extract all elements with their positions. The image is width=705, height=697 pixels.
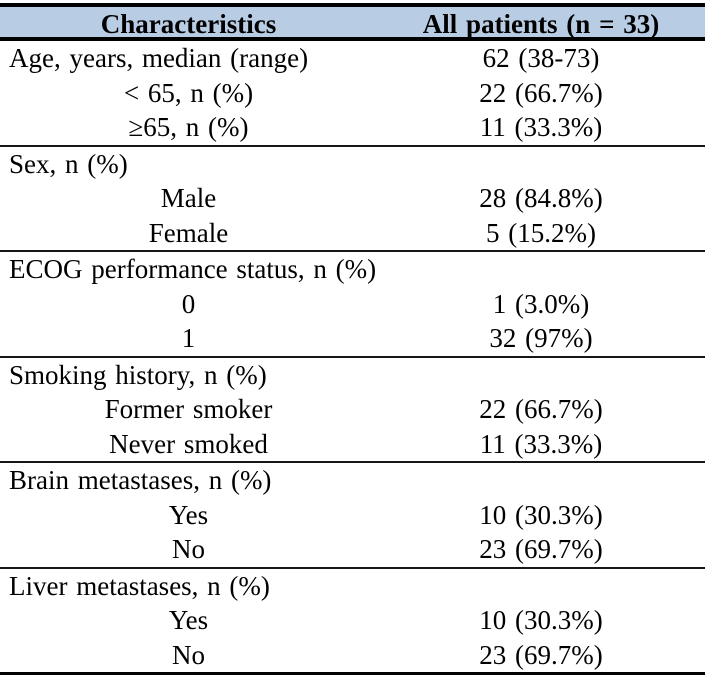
table-row: Age, years, median (range) 62 (38-73) [0, 41, 705, 76]
row-value: 28 (84.8%) [479, 183, 603, 213]
section-sex: Sex, n (%) Male 28 (84.8%) Female 5 (15.… [0, 147, 705, 252]
table-row: Never smoked 11 (33.3%) [0, 427, 705, 462]
section-liver-metastases: Liver metastases, n (%) Yes 10 (30.3%) N… [0, 569, 705, 675]
row-value: 11 (33.3%) [479, 112, 603, 142]
row-value: 5 (15.2%) [486, 217, 596, 248]
row-value [377, 252, 705, 287]
row-label: Smoking history, n (%) [9, 359, 267, 390]
table-row: No 23 (69.7%) [0, 638, 705, 673]
row-value: 1 (3.0%) [492, 288, 590, 319]
section-age: Age, years, median (range) 62 (38-73) < … [0, 41, 705, 147]
row-label: Male [160, 183, 217, 213]
table-row: 1 32 (97%) [0, 321, 705, 356]
row-label: Yes [168, 605, 209, 635]
row-value: 32 (97%) [489, 323, 593, 353]
row-label: Liver metastases, n (%) [9, 570, 270, 601]
section-ecog: ECOG performance status, n (%) 0 1 (3.0%… [0, 252, 705, 358]
patient-characteristics-table: Characteristics All patients (n = 33) Ag… [0, 3, 705, 675]
table-row: ≥65, n (%) 11 (33.3%) [0, 110, 705, 145]
table-row: Male 28 (84.8%) [0, 181, 705, 216]
row-label: ECOG performance status, n (%) [9, 254, 377, 284]
row-value: 62 (38-73) [482, 43, 600, 73]
table-row: Former smoker 22 (66.7%) [0, 392, 705, 427]
row-label: No [172, 639, 205, 670]
row-label: < 65, n (%) [123, 77, 254, 108]
section-smoking: Smoking history, n (%) Former smoker 22 … [0, 358, 705, 463]
row-value: 22 (66.7%) [479, 394, 603, 424]
table-row: Smoking history, n (%) [0, 358, 705, 393]
column-header-all-patients: All patients (n = 33) [422, 9, 660, 39]
table-row: Female 5 (15.2%) [0, 216, 705, 251]
row-value: 10 (30.3%) [479, 605, 603, 635]
section-brain-metastases: Brain metastases, n (%) Yes 10 (30.3%) N… [0, 463, 705, 569]
table-row: 0 1 (3.0%) [0, 287, 705, 322]
table-row: < 65, n (%) 22 (66.7%) [0, 76, 705, 111]
row-label: ≥65, n (%) [128, 112, 249, 142]
row-label: Female [148, 217, 229, 248]
table-row: ECOG performance status, n (%) [0, 252, 705, 287]
table-row: Yes 10 (30.3%) [0, 603, 705, 638]
row-label: Yes [168, 499, 209, 530]
row-label: Brain metastases, n (%) [9, 465, 272, 495]
row-label: Never smoked [109, 428, 268, 459]
row-value: 11 (33.3%) [479, 428, 603, 459]
table-row: Sex, n (%) [0, 147, 705, 182]
row-value: 22 (66.7%) [479, 77, 603, 108]
row-label: Age, years, median (range) [9, 43, 309, 73]
row-value: 23 (69.7%) [479, 639, 603, 670]
table-row: Brain metastases, n (%) [0, 463, 705, 498]
table-top-rule [0, 3, 705, 7]
row-value: 23 (69.7%) [479, 534, 603, 564]
row-value [377, 147, 705, 182]
table-row: Liver metastases, n (%) [0, 569, 705, 604]
row-label: Sex, n (%) [9, 148, 128, 179]
row-label: 0 [181, 288, 196, 319]
row-label: No [172, 534, 205, 564]
row-value [377, 358, 705, 393]
row-label: Former smoker [104, 394, 273, 424]
row-value: 10 (30.3%) [479, 499, 603, 530]
column-header-characteristics: Characteristics [100, 9, 277, 39]
table-row: No 23 (69.7%) [0, 532, 705, 567]
row-value [377, 463, 705, 498]
table-row: Yes 10 (30.3%) [0, 498, 705, 533]
row-label: 1 [181, 323, 196, 353]
table-header-row: Characteristics All patients (n = 33) [0, 7, 705, 41]
row-value [377, 569, 705, 604]
